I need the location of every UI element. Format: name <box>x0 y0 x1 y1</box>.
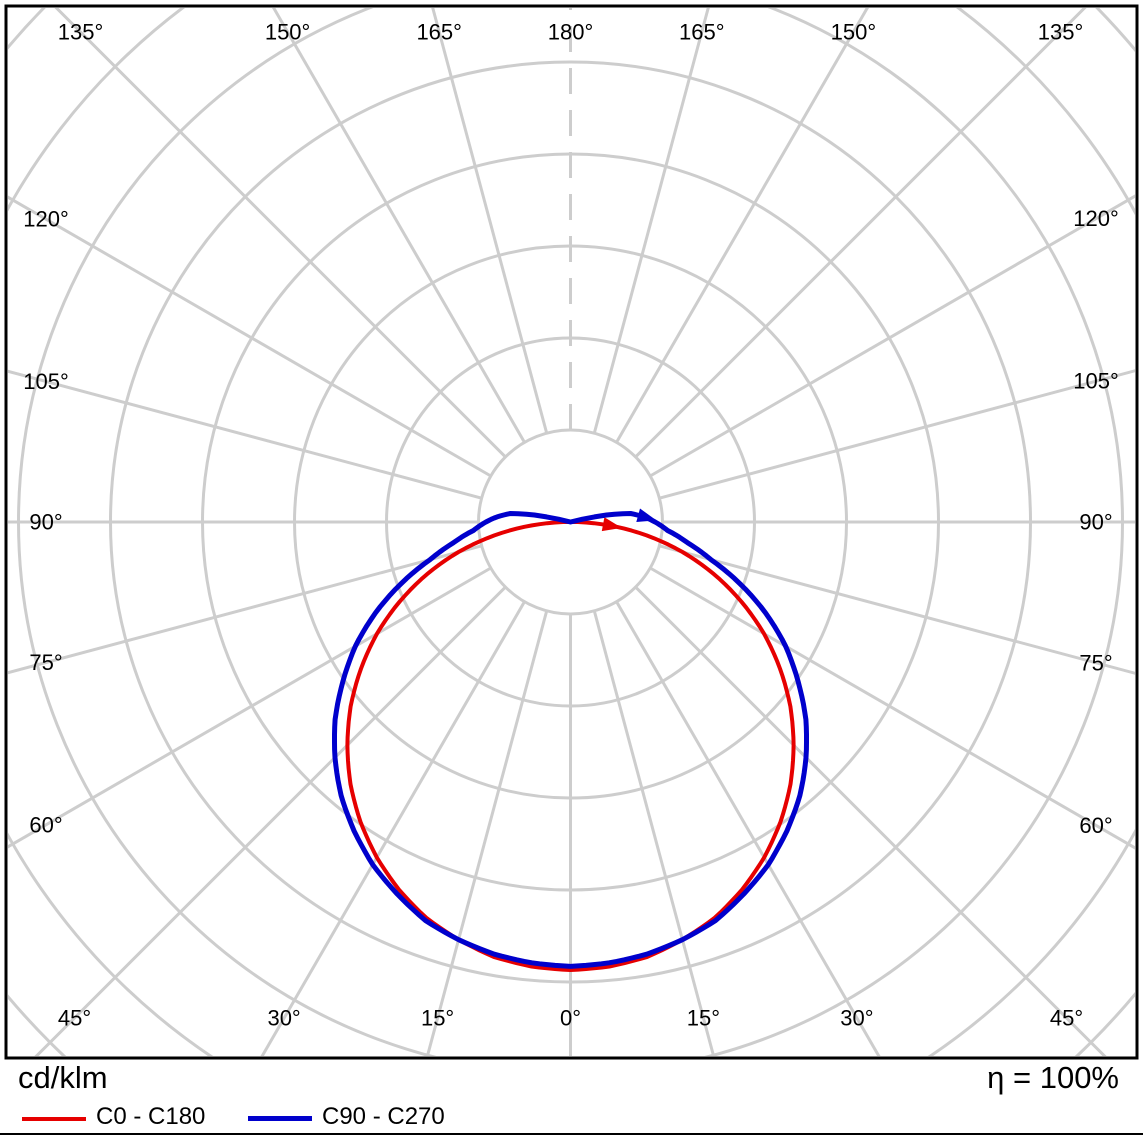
gamma-label: 120° <box>1073 206 1119 231</box>
gamma-label: 60° <box>1079 813 1112 838</box>
gamma-label: 135° <box>1038 20 1084 45</box>
grid-radial <box>592 8 710 434</box>
gamma-label: 105° <box>23 369 69 394</box>
gamma-label: 45° <box>58 1006 91 1031</box>
gamma-label: 15° <box>687 1006 720 1031</box>
gamma-label: 15° <box>421 1006 454 1031</box>
gamma-label: 165° <box>679 20 725 45</box>
grid-radial <box>8 566 492 849</box>
gamma-label: 150° <box>265 20 311 45</box>
grid-radial <box>634 585 1107 1056</box>
grid-radial <box>54 8 507 459</box>
grid-radial <box>260 600 526 1056</box>
gamma-label: 120° <box>23 207 69 232</box>
gamma-label: 60° <box>29 812 62 837</box>
grid-radial <box>8 369 483 500</box>
units-label: cd/klm <box>18 1060 108 1095</box>
gamma-label: 150° <box>831 20 877 45</box>
gamma-label: 90° <box>29 510 62 535</box>
legend-swatch-c0-c180 <box>22 1117 86 1121</box>
series-curve-0 <box>345 519 796 972</box>
grid-radial <box>649 566 1135 850</box>
grid-radial <box>615 8 869 444</box>
gamma-label: 75° <box>29 650 62 675</box>
grid-radial <box>272 8 526 444</box>
series-arrow-0 <box>601 517 622 532</box>
gamma-label: 180° <box>548 20 594 45</box>
grid-radial <box>431 8 549 434</box>
legend-label-c0-c180: C0 - C180 <box>96 1103 206 1130</box>
grid-radial <box>658 544 1135 675</box>
grid-radial <box>8 195 492 478</box>
grid-radial <box>658 369 1135 500</box>
efficiency-label: η = 100% <box>987 1060 1119 1095</box>
gamma-label: 105° <box>1073 369 1119 394</box>
series-arrow-1 <box>636 508 657 522</box>
gamma-label: 0° <box>560 1006 581 1031</box>
gamma-label: 30° <box>267 1006 300 1031</box>
bottom-rule <box>0 1133 1143 1135</box>
series-curve-1 <box>332 511 809 969</box>
grid-radial <box>649 194 1135 478</box>
gamma-label: 135° <box>58 20 104 45</box>
gamma-label: 30° <box>840 1006 873 1031</box>
grid-radial <box>634 8 1087 459</box>
grid-radial <box>34 585 507 1056</box>
grid-radial <box>8 544 483 675</box>
grid-radial <box>592 610 716 1056</box>
gamma-label: 90° <box>1079 510 1112 535</box>
gamma-label: 45° <box>1050 1006 1083 1031</box>
grid-radial <box>615 600 881 1056</box>
gamma-label: 165° <box>416 20 462 45</box>
legend-label-c90-c270: C90 - C270 <box>322 1103 445 1130</box>
legend-swatch-c90-c270 <box>248 1116 312 1121</box>
grid-radial <box>425 610 549 1056</box>
gamma-label: 75° <box>1079 650 1112 675</box>
plot-border <box>4 4 1139 1060</box>
